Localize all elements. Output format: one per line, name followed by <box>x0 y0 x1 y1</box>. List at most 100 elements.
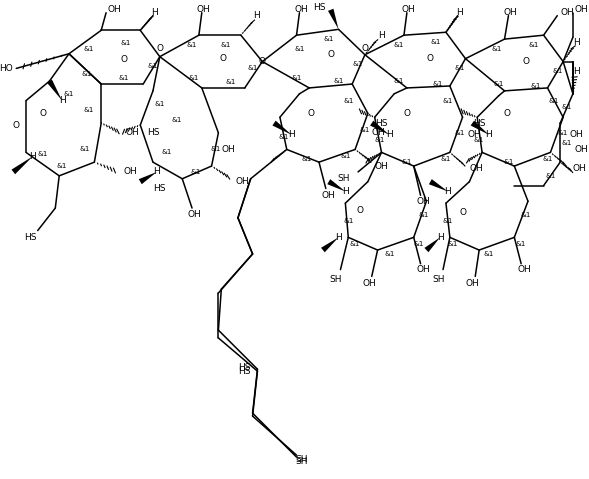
Polygon shape <box>328 9 339 29</box>
Text: &1: &1 <box>333 78 344 84</box>
Text: SH: SH <box>337 174 350 183</box>
Text: &1: &1 <box>529 42 539 48</box>
Text: H: H <box>456 8 463 17</box>
Text: &1: &1 <box>545 173 555 179</box>
Text: OH: OH <box>372 128 385 137</box>
Text: OH: OH <box>235 177 249 186</box>
Text: &1: &1 <box>187 42 197 48</box>
Text: OH: OH <box>221 145 235 154</box>
Text: HS: HS <box>154 184 166 193</box>
Text: &1: &1 <box>343 98 353 103</box>
Text: &1: &1 <box>279 134 289 140</box>
Text: &1: &1 <box>343 218 353 224</box>
Text: &1: &1 <box>448 241 458 247</box>
Text: OH: OH <box>197 5 211 14</box>
Text: &1: &1 <box>81 71 92 77</box>
Text: H: H <box>445 187 451 196</box>
Polygon shape <box>429 179 448 192</box>
Text: O: O <box>220 54 227 63</box>
Text: OH: OH <box>504 8 517 17</box>
Text: &1: &1 <box>548 98 558 103</box>
Text: O: O <box>120 55 127 64</box>
Text: &1: &1 <box>360 127 370 133</box>
Text: O: O <box>327 50 334 59</box>
Text: OH: OH <box>322 191 336 200</box>
Text: &1: &1 <box>353 61 363 68</box>
Text: &1: &1 <box>171 117 181 123</box>
Text: &1: &1 <box>552 68 562 74</box>
Text: H: H <box>151 8 158 17</box>
Text: &1: &1 <box>161 149 172 155</box>
Text: H: H <box>342 187 349 196</box>
Text: &1: &1 <box>455 66 465 71</box>
Text: H: H <box>253 11 260 20</box>
Text: &1: &1 <box>431 39 441 45</box>
Text: &1: &1 <box>384 251 395 257</box>
Text: OH: OH <box>517 265 531 274</box>
Text: &1: &1 <box>433 81 444 87</box>
Polygon shape <box>327 179 345 192</box>
Text: O: O <box>156 45 163 53</box>
Text: &1: &1 <box>531 83 541 89</box>
Text: OH: OH <box>468 130 481 139</box>
Text: &1: &1 <box>521 212 531 218</box>
Text: &1: &1 <box>375 137 385 143</box>
Text: H: H <box>574 67 580 76</box>
Polygon shape <box>471 121 489 135</box>
Text: &1: &1 <box>191 169 201 175</box>
Text: H: H <box>386 130 393 139</box>
Text: H: H <box>288 130 295 139</box>
Text: O: O <box>259 57 266 66</box>
Text: OH: OH <box>570 130 584 139</box>
Text: &1: &1 <box>562 104 573 111</box>
Polygon shape <box>11 156 33 174</box>
Polygon shape <box>47 80 62 101</box>
Text: HS: HS <box>313 3 326 12</box>
Polygon shape <box>273 121 292 135</box>
Text: &1: &1 <box>210 147 221 152</box>
Text: H: H <box>378 31 385 40</box>
Text: OH: OH <box>575 5 588 14</box>
Text: H: H <box>29 152 36 161</box>
Text: &1: &1 <box>350 241 360 247</box>
Text: SH: SH <box>432 275 444 284</box>
Text: SH: SH <box>295 455 307 464</box>
Text: O: O <box>427 54 434 63</box>
Text: OH: OH <box>294 5 308 14</box>
Text: &1: &1 <box>155 101 165 106</box>
Text: &1: &1 <box>226 79 236 85</box>
Text: SH: SH <box>295 457 307 467</box>
Text: OH: OH <box>416 265 431 274</box>
Text: &1: &1 <box>494 81 504 87</box>
Text: &1: &1 <box>292 75 302 81</box>
Text: OH: OH <box>469 164 483 173</box>
Text: &1: &1 <box>455 130 465 136</box>
Text: OH: OH <box>375 161 388 171</box>
Text: HS: HS <box>147 128 159 137</box>
Text: &1: &1 <box>323 36 334 42</box>
Text: &1: &1 <box>120 40 131 46</box>
Text: &1: &1 <box>38 151 48 157</box>
Text: OH: OH <box>124 168 137 176</box>
Text: &1: &1 <box>474 137 484 143</box>
Text: &1: &1 <box>118 75 129 81</box>
Text: &1: &1 <box>148 63 158 69</box>
Polygon shape <box>321 238 339 252</box>
Text: &1: &1 <box>247 66 258 71</box>
Text: OH: OH <box>363 279 376 288</box>
Text: OH: OH <box>402 5 416 14</box>
Text: &1: &1 <box>418 212 429 218</box>
Text: &1: &1 <box>492 46 502 52</box>
Text: &1: &1 <box>57 163 67 169</box>
Text: &1: &1 <box>413 241 424 247</box>
Text: &1: &1 <box>402 159 412 165</box>
Text: HS: HS <box>238 363 251 372</box>
Text: OH: OH <box>107 5 121 14</box>
Text: H: H <box>485 130 492 139</box>
Text: &1: &1 <box>484 251 494 257</box>
Polygon shape <box>370 121 389 135</box>
Polygon shape <box>425 238 440 252</box>
Text: O: O <box>403 109 411 118</box>
Text: &1: &1 <box>64 91 74 97</box>
Text: OH: OH <box>416 197 431 205</box>
